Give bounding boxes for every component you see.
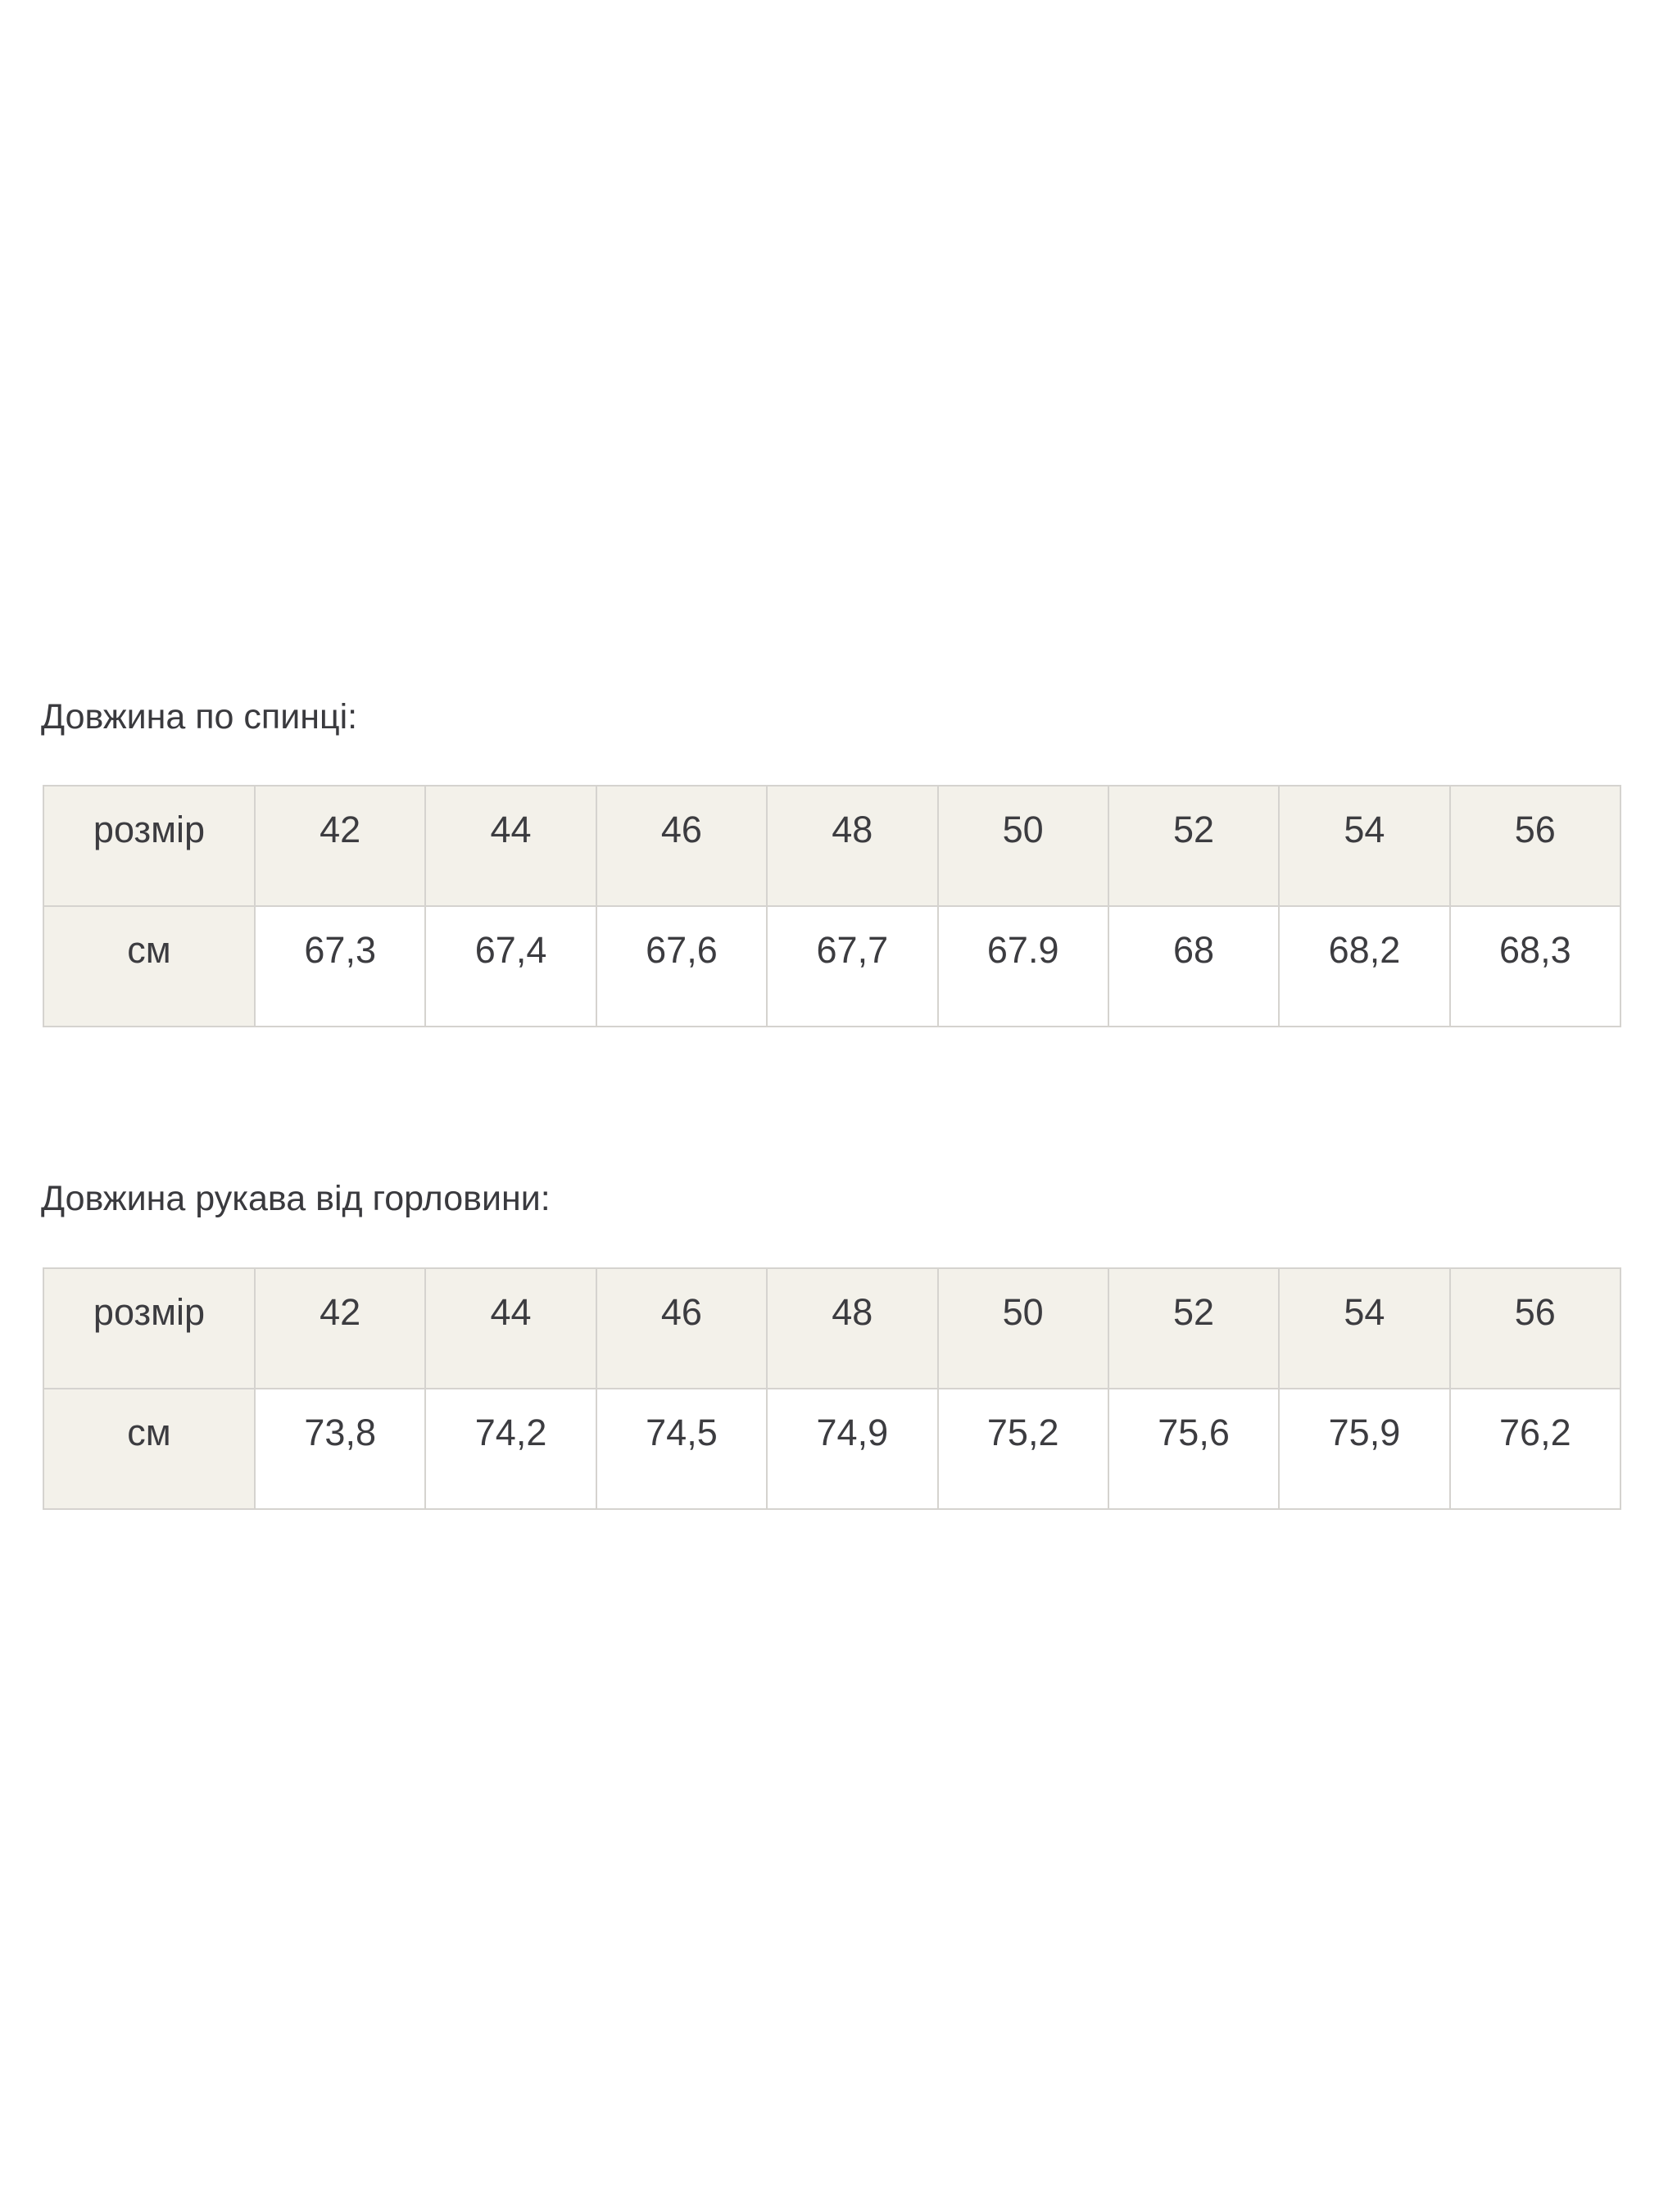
value-cell: 75,2	[936, 1388, 1109, 1510]
header-cell-size: 56	[1448, 785, 1622, 907]
value-cell: 67.9	[936, 905, 1109, 1027]
header-cell-size: 46	[595, 785, 768, 907]
header-cell-size: 44	[424, 1267, 597, 1389]
table-values-row: см 67,3 67,4 67,6 67,7 67.9 68 68,2 68,3	[43, 905, 1622, 1027]
header-cell-size: 46	[595, 1267, 768, 1389]
header-cell-size: 54	[1278, 1267, 1451, 1389]
value-cell: 76,2	[1448, 1388, 1622, 1510]
value-cell: 75,6	[1107, 1388, 1281, 1510]
header-cell-label: розмір	[43, 785, 256, 907]
header-cell-label: розмір	[43, 1267, 256, 1389]
header-cell-size: 56	[1448, 1267, 1622, 1389]
value-cell: 68,2	[1278, 905, 1451, 1027]
section-heading-sleeve-length: Довжина рукава від горловини:	[41, 1179, 551, 1218]
value-cell: 68,3	[1448, 905, 1622, 1027]
value-cell: 73,8	[253, 1388, 427, 1510]
row-label-cell: см	[43, 1388, 256, 1510]
value-cell: 67,6	[595, 905, 768, 1027]
value-cell: 67,4	[424, 905, 597, 1027]
table-header-row: розмір 42 44 46 48 50 52 54 56	[43, 785, 1622, 907]
value-cell: 67,7	[766, 905, 939, 1027]
header-cell-size: 50	[936, 785, 1109, 907]
row-label-cell: см	[43, 905, 256, 1027]
section-heading-back-length: Довжина по спинці:	[41, 697, 358, 737]
header-cell-size: 52	[1107, 785, 1281, 907]
table-values-row: см 73,8 74,2 74,5 74,9 75,2 75,6 75,9 76…	[43, 1388, 1622, 1510]
header-cell-size: 48	[766, 785, 939, 907]
value-cell: 67,3	[253, 905, 427, 1027]
size-table-sleeve-length: розмір 42 44 46 48 50 52 54 56 см 73,8 7…	[43, 1267, 1622, 1510]
header-cell-size: 54	[1278, 785, 1451, 907]
header-cell-size: 48	[766, 1267, 939, 1389]
header-cell-size: 42	[253, 785, 427, 907]
header-cell-size: 50	[936, 1267, 1109, 1389]
value-cell: 74,5	[595, 1388, 768, 1510]
value-cell: 74,2	[424, 1388, 597, 1510]
header-cell-size: 44	[424, 785, 597, 907]
value-cell: 74,9	[766, 1388, 939, 1510]
value-cell: 68	[1107, 905, 1281, 1027]
value-cell: 75,9	[1278, 1388, 1451, 1510]
table-header-row: розмір 42 44 46 48 50 52 54 56	[43, 1267, 1622, 1389]
size-table-back-length: розмір 42 44 46 48 50 52 54 56 см 67,3 6…	[43, 785, 1622, 1027]
header-cell-size: 52	[1107, 1267, 1281, 1389]
header-cell-size: 42	[253, 1267, 427, 1389]
